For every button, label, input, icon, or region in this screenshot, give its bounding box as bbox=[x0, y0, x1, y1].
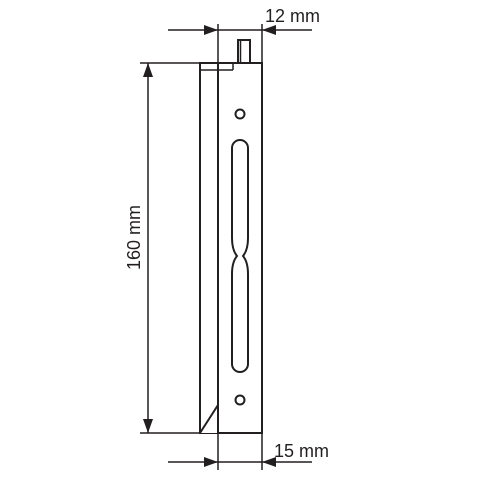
dim-height: 160 mm bbox=[124, 63, 200, 433]
back-bar bbox=[200, 63, 218, 433]
dim-height-label: 160 mm bbox=[124, 205, 144, 270]
dim-bottom-label: 15 mm bbox=[274, 441, 329, 461]
dim-bottom: 15 mm bbox=[168, 433, 329, 470]
top-peg bbox=[238, 40, 250, 63]
dim-top-label: 12 mm bbox=[265, 6, 320, 26]
